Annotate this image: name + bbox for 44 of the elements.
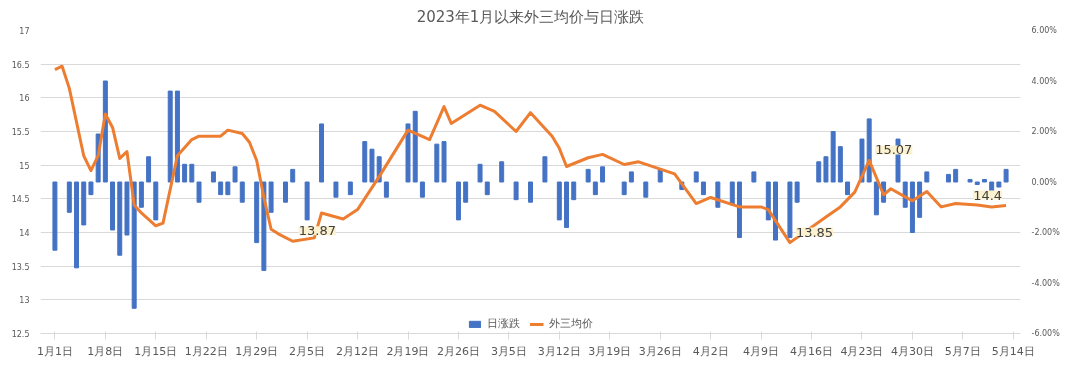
data-label: 15.07 [875,142,913,158]
y2-tick-label: -2.00% [1031,228,1061,237]
x-tick-label: 1月15日 [134,344,178,358]
legend-label: 外三均价 [548,316,593,331]
x-tick-label: 4月9日 [743,344,780,358]
x-tick-label: 3月12日 [537,344,581,358]
y-tick-label: 13.5 [11,262,30,272]
y-tick-label: 15.5 [11,128,30,137]
x-tick-label: 5月7日 [944,344,981,358]
y-tick-label: 12.5 [11,330,30,339]
x-tick-label: 4月2日 [692,344,729,358]
data-label: 14.4 [973,187,1003,203]
legend-label: 日涨跌 [486,316,520,331]
x-tick-label: 1月1日 [36,344,73,358]
x-tick-label: 3月5日 [490,344,527,358]
y2-tick-label: 4.00% [1031,76,1058,86]
x-tick-label: 2月12日 [336,344,380,358]
y-tick-label: 16.5 [11,60,30,70]
x-tick-label: 3月26日 [638,344,682,358]
y2-tick-label: 6.00% [1031,26,1058,35]
y-tick-label: 14.5 [11,195,30,205]
y2-tick-label: -6.00% [1031,329,1061,338]
x-tick-label: 5月14日 [991,344,1035,358]
y-tick-label: 13 [19,296,30,306]
y-tick-label: 16 [19,94,30,104]
y-tick-label: 15 [19,161,30,171]
y2-tick-label: -4.00% [1031,278,1061,288]
x-tick-label: 1月8日 [87,344,124,358]
y-tick-label: 14 [19,229,30,238]
y2-tick-label: 2.00% [1031,127,1058,136]
y2-tick-label: 0.00% [1031,177,1058,187]
x-tick-label: 4月23日 [840,344,884,358]
x-tick-label: 2月26日 [436,344,480,358]
x-tick-label: 2月5日 [289,344,326,358]
x-tick-label: 4月30日 [890,344,934,358]
data-label: 13.85 [795,224,834,240]
y-tick-label: 17 [19,27,30,36]
data-label: 13.87 [298,223,336,239]
chart-title: 2023年1月以来外三均价与日涨跌 [416,7,645,26]
x-tick-label: 2月19日 [386,344,430,358]
x-tick-label: 1月29日 [235,344,279,358]
x-tick-label: 4月16日 [790,344,834,358]
x-tick-label: 3月19日 [588,344,632,358]
x-tick-label: 1月22日 [184,344,228,358]
